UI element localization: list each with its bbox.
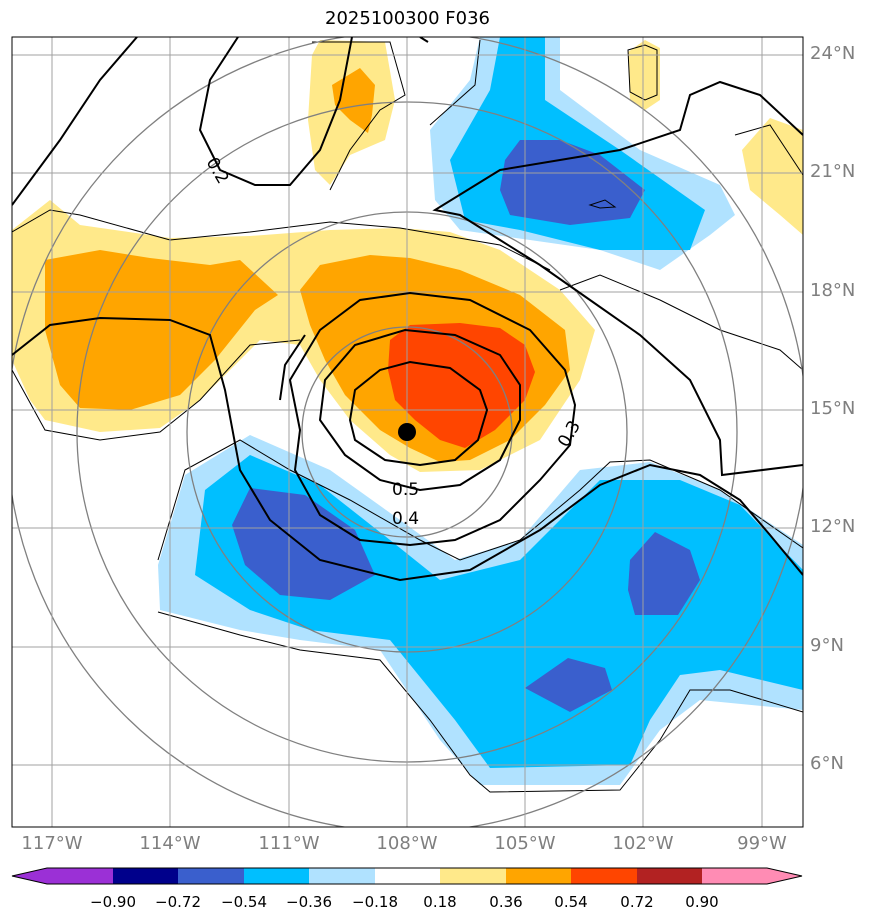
- yellow-fill-ne-1: [628, 40, 660, 110]
- colorbar-tick-label: 0.72: [620, 893, 654, 911]
- contour-label-0.5: 0.5: [392, 480, 419, 500]
- plot-frame: [11, 36, 804, 828]
- lon-label-102w: 102°W: [612, 833, 674, 854]
- dark-blue-fill-4: [525, 658, 612, 712]
- colorbar-segment: [571, 868, 637, 884]
- colorbar-segment: [506, 868, 571, 884]
- colorbar-segment: [178, 868, 244, 884]
- contour-0.2-north: [12, 37, 138, 206]
- contour-0.6: [348, 360, 489, 467]
- colorbar-tick-label: 0.54: [554, 893, 588, 911]
- colorbar-tick-label: −0.36: [286, 893, 332, 911]
- colorbar-tick-label: −0.54: [221, 893, 267, 911]
- contour-0.2-north-2: [198, 37, 353, 186]
- contour-west-center: [279, 334, 306, 401]
- lat-label-21n: 21°N: [810, 161, 856, 182]
- contour-0.3-east: [432, 80, 803, 477]
- thin-contour-1: [12, 209, 551, 271]
- lat-label-24n: 24°N: [810, 43, 856, 64]
- map-title: 2025100300 F036: [325, 8, 490, 29]
- contour-north-small: [419, 37, 429, 43]
- lon-label-114w: 114°W: [139, 833, 201, 854]
- orange-fill-west: [45, 250, 278, 410]
- colorbar-tick-label: 0.36: [489, 893, 523, 911]
- thin-contour-9: [627, 44, 658, 101]
- lon-label-105w: 105°W: [494, 833, 556, 854]
- contour-label-0.3: 0.3: [554, 417, 585, 450]
- contour-label-0.4: 0.4: [392, 509, 419, 529]
- map-plot: 0.2 0.3 0.4 0.5: [11, 36, 804, 828]
- colorbar-segment: [637, 868, 702, 884]
- lat-label-12n: 12°N: [810, 516, 856, 537]
- colorbar-tick-label: −0.90: [90, 893, 136, 911]
- dark-blue-fill-2: [500, 140, 645, 225]
- colorbar: [11, 867, 803, 885]
- lat-label-6n: 6°N: [810, 753, 844, 774]
- yellow-fill-ne-2: [742, 118, 803, 235]
- thin-contour-10: [588, 199, 617, 209]
- colorbar-segment: [440, 868, 506, 884]
- thin-contour-8: [734, 124, 803, 176]
- thin-contour-2: [12, 339, 301, 441]
- colorbar-tick-label: −0.18: [352, 893, 398, 911]
- thin-contour-3: [157, 439, 803, 561]
- lon-label-108w: 108°W: [376, 833, 438, 854]
- colorbar-segment: [375, 868, 440, 884]
- contour-0.3-west: [12, 316, 803, 582]
- contour-0.4: [288, 291, 577, 547]
- thin-contour-7: [559, 274, 803, 371]
- dark-blue-fill-3: [628, 532, 700, 615]
- colorbar-segment: [309, 868, 375, 884]
- lon-label-117w: 117°W: [21, 833, 83, 854]
- contour-label-0.2: 0.2: [202, 154, 233, 187]
- colorbar-segment-extend-min: [12, 868, 113, 884]
- lat-label-15n: 15°N: [810, 398, 856, 419]
- lat-label-9n: 9°N: [810, 635, 844, 656]
- colorbar-segment-extend-max: [702, 868, 802, 884]
- colorbar-tick-label: 0.90: [685, 893, 719, 911]
- lat-label-18n: 18°N: [810, 280, 856, 301]
- colorbar-tick-label: −0.72: [155, 893, 201, 911]
- contour-0.5: [318, 328, 521, 492]
- colorbar-segment: [244, 868, 309, 884]
- lon-label-99w: 99°W: [737, 833, 787, 854]
- storm-center-marker: [398, 423, 416, 441]
- colorbar-tick-label: 0.18: [423, 893, 457, 911]
- colorbar-segment: [113, 868, 178, 884]
- lon-label-111w: 111°W: [258, 833, 320, 854]
